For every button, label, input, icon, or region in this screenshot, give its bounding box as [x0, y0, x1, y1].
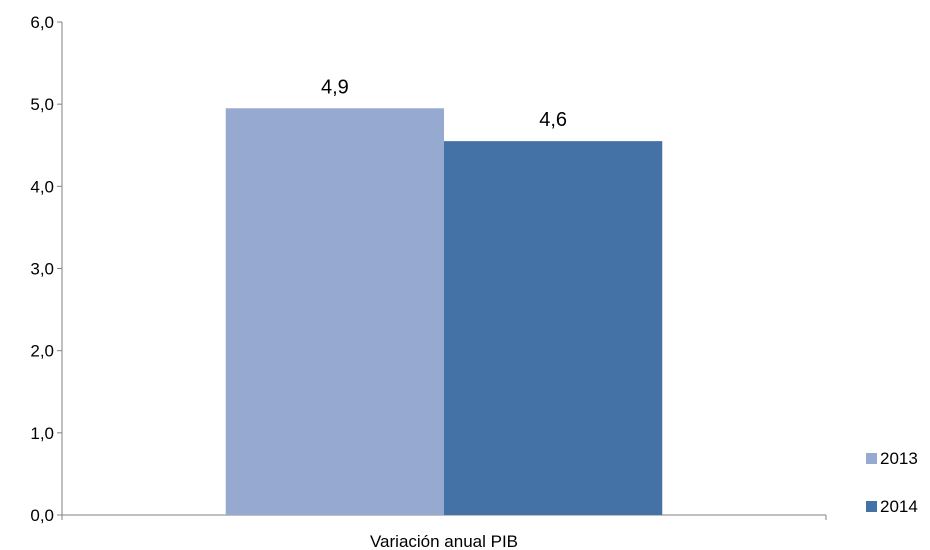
y-tick-label: 6,0 [30, 13, 54, 32]
data-labels: 4,9 4,6 [321, 76, 567, 131]
legend: 2013 2014 [866, 449, 918, 516]
y-tick-label: 5,0 [30, 95, 54, 114]
legend-swatch-2013 [866, 453, 877, 464]
bars [225, 108, 663, 516]
data-label-2014: 4,6 [539, 109, 567, 131]
bar-2014 [444, 141, 663, 515]
data-label-2013: 4,9 [321, 76, 349, 98]
legend-label-2014: 2014 [880, 497, 918, 516]
y-axis-ticks: 0,0 1,0 2,0 3,0 4,0 5,0 6,0 [30, 13, 827, 525]
legend-label-2013: 2013 [880, 449, 918, 468]
y-tick-label: 4,0 [30, 177, 54, 196]
x-axis-categories: Variación anual PIB [370, 532, 518, 550]
bar-2013 [225, 108, 444, 516]
y-tick-label: 0,0 [30, 506, 54, 525]
y-tick-label: 3,0 [30, 260, 54, 279]
category-label: Variación anual PIB [370, 532, 518, 550]
y-tick-label: 2,0 [30, 342, 54, 361]
legend-swatch-2014 [866, 501, 877, 512]
y-tick-label: 1,0 [30, 424, 54, 443]
